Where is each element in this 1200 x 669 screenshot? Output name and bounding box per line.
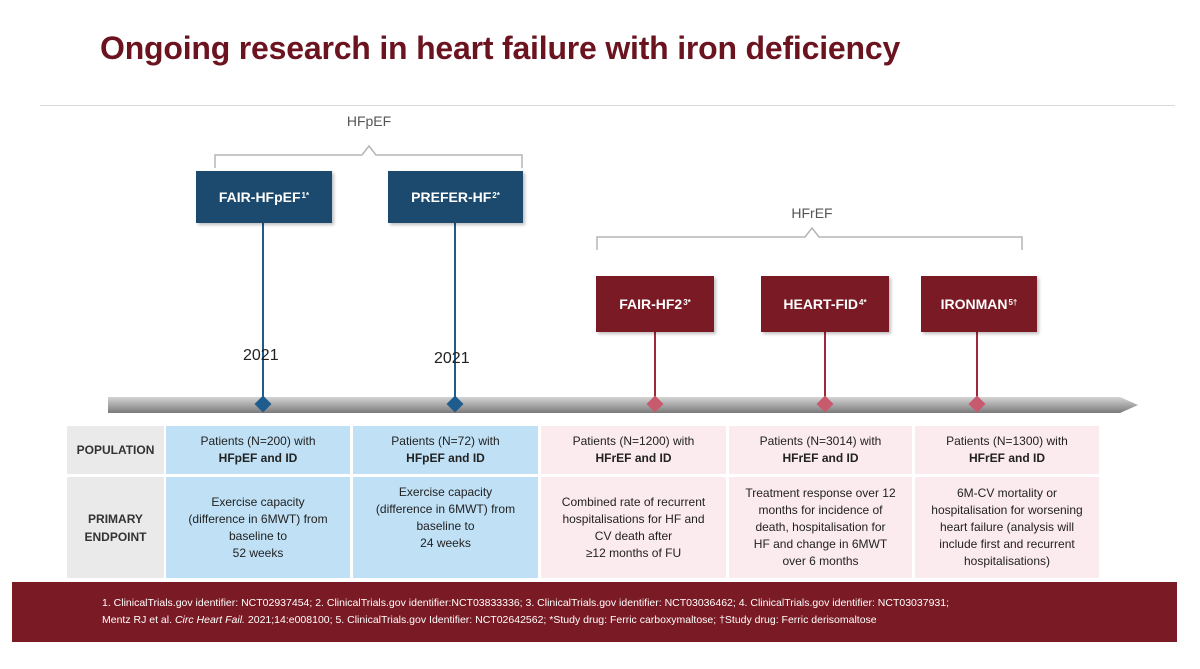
population-cell: Patients (N=1300) with HFrEF and ID [915, 426, 1099, 474]
trial-box-prefer-hf: PREFER-HF 2* [388, 171, 523, 223]
population-cell: Patients (N=72) with HFpEF and ID [353, 426, 538, 474]
trial-name: FAIR-HFpEF [218, 189, 301, 205]
trial-name: HEART-FID [783, 296, 859, 312]
year-label-prefer-hf: 2021 [434, 350, 470, 367]
endpoint-cell: Treatment response over 12 months for in… [729, 477, 912, 578]
year-label-fair-hfpef: 2021 [243, 347, 279, 364]
milestone-marker-1 [254, 395, 272, 413]
endpoint-cell: Combined rate of recurrent hospitalisati… [541, 477, 726, 578]
hfpef-bracket [214, 144, 523, 168]
population-cell: Patients (N=3014) with HFrEF and ID [729, 426, 912, 474]
hfref-group-label: HFrEF [791, 205, 833, 221]
title-divider [40, 105, 1175, 106]
trial-name: IRONMAN [940, 296, 1008, 312]
trial-box-fair-hf2: FAIR-HF2 3* [596, 276, 714, 332]
trial-footnote-ref: 5† [1008, 297, 1018, 307]
milestone-marker-5 [968, 395, 986, 413]
population-cell: Patients (N=200) with HFpEF and ID [166, 426, 350, 474]
endpoint-cell: 6M-CV mortality or hospitalisation for w… [915, 477, 1099, 578]
timeline-arrow [108, 397, 1138, 413]
hfref-bracket [596, 226, 1023, 250]
trial-name: PREFER-HF [411, 189, 492, 205]
footer-line-1: 1. ClinicalTrials.gov identifier: NCT029… [102, 597, 950, 609]
footer-line-2: Mentz RJ et al. Circ Heart Fail. 2021;14… [102, 614, 877, 626]
endpoint-cell: Exercise capacity (difference in 6MWT) f… [166, 477, 350, 578]
trial-name: FAIR-HF2 [619, 296, 683, 312]
trial-box-heart-fid: HEART-FID 4* [761, 276, 889, 332]
trial-footnote-ref: 1* [301, 190, 310, 200]
trial-box-fair-hfpef: FAIR-HFpEF 1* [196, 171, 332, 223]
milestone-marker-3 [646, 395, 664, 413]
trial-box-ironman: IRONMAN 5† [921, 276, 1037, 332]
references-footer: 1. ClinicalTrials.gov identifier: NCT029… [12, 582, 1177, 642]
page-title: Ongoing research in heart failure with i… [100, 30, 901, 66]
trial-footnote-ref: 4* [859, 297, 867, 307]
trial-footnote-ref: 3* [683, 297, 691, 307]
milestone-marker-4 [816, 395, 834, 413]
trial-footnote-ref: 2* [492, 190, 500, 200]
row-label-population: POPULATION [67, 426, 164, 474]
row-label-primary-endpoint: PRIMARY ENDPOINT [67, 477, 164, 578]
hfpef-group-label: HFpEF [346, 113, 392, 129]
population-cell: Patients (N=1200) with HFrEF and ID [541, 426, 726, 474]
endpoint-cell: Exercise capacity (difference in 6MWT) f… [353, 477, 538, 578]
milestone-marker-2 [446, 395, 464, 413]
